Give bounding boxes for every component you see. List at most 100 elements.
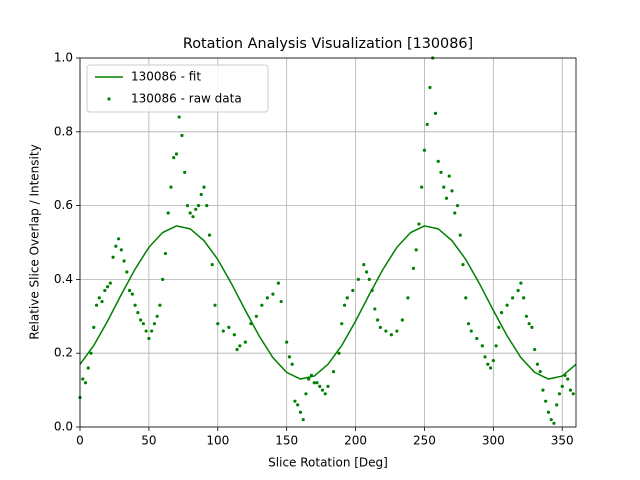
data-point [544, 399, 548, 403]
data-point [351, 288, 355, 293]
data-point [406, 296, 410, 300]
data-point [312, 381, 316, 385]
data-point [114, 244, 118, 248]
legend-box [86, 64, 269, 113]
data-point [185, 204, 190, 208]
data-point [235, 347, 239, 352]
data-point [177, 115, 181, 119]
data-point [555, 403, 559, 407]
data-point [549, 418, 553, 422]
data-point [150, 329, 154, 333]
data-point [524, 314, 529, 318]
data-point [238, 344, 242, 348]
data-point [298, 410, 303, 414]
data-point [97, 296, 101, 300]
data-point [287, 355, 292, 359]
data-point [516, 288, 520, 293]
data-point [364, 270, 369, 274]
x-tick-label: 50 [141, 434, 156, 448]
data-point [227, 325, 231, 329]
data-point [265, 296, 269, 300]
data-point [89, 351, 93, 355]
data-point [362, 263, 366, 267]
data-point [169, 185, 173, 189]
x-tick-label: 0 [76, 434, 84, 448]
data-point [141, 322, 145, 326]
data-point [243, 340, 247, 344]
data-point [174, 152, 179, 156]
data-point [527, 322, 531, 326]
data-point [455, 204, 460, 208]
data-point [486, 362, 490, 366]
data-point [400, 318, 404, 322]
data-point [447, 174, 451, 178]
data-point [125, 270, 129, 274]
data-point [356, 277, 360, 281]
x-tick-label: 300 [482, 434, 505, 448]
data-point [571, 392, 575, 396]
data-point [307, 377, 311, 381]
data-point [155, 314, 159, 318]
data-point [105, 285, 110, 289]
data-point [367, 277, 371, 281]
x-tick-label: 150 [275, 434, 298, 448]
y-tick-label: 0.2 [54, 346, 73, 360]
data-point [136, 311, 140, 315]
data-point [128, 288, 132, 293]
data-point [480, 344, 484, 348]
data-point [221, 329, 225, 333]
data-point [444, 196, 449, 200]
data-point [147, 336, 151, 341]
data-point [86, 366, 90, 370]
data-point [296, 403, 300, 407]
data-point [232, 333, 236, 337]
data-point [533, 347, 537, 352]
data-point [166, 211, 170, 215]
data-point [163, 251, 168, 256]
data-point [290, 362, 294, 366]
data-point [458, 233, 462, 237]
data-point [376, 318, 380, 322]
data-point [183, 170, 187, 174]
data-point [191, 215, 195, 219]
x-tick-label: 250 [413, 434, 436, 448]
data-point [172, 156, 176, 160]
data-point [213, 303, 217, 307]
data-point [161, 277, 165, 281]
legend-swatch [107, 97, 111, 101]
data-point [439, 170, 443, 174]
data-point [469, 329, 473, 333]
data-point [342, 303, 347, 307]
data-point [158, 303, 162, 307]
data-point [337, 351, 341, 355]
data-point [345, 296, 349, 300]
data-point [483, 355, 487, 359]
data-point [436, 159, 440, 163]
data-point [133, 303, 137, 307]
data-point [199, 192, 203, 197]
data-point [116, 237, 121, 241]
data-point [249, 322, 253, 326]
data-point [557, 392, 562, 396]
data-point [103, 288, 107, 293]
data-point [279, 299, 283, 304]
data-point [422, 148, 427, 152]
data-point [378, 325, 382, 329]
data-point [260, 303, 264, 307]
y-tick-label: 0.6 [54, 198, 73, 212]
data-point [464, 296, 468, 300]
data-point [202, 185, 206, 189]
data-point [546, 410, 551, 414]
data-point [395, 329, 399, 333]
data-point [271, 292, 275, 296]
data-point [535, 362, 540, 366]
plot-frame [79, 57, 577, 428]
y-tick-label: 1.0 [54, 51, 73, 65]
data-point [538, 370, 542, 374]
data-point [139, 318, 143, 322]
data-point [563, 373, 567, 377]
data-point [276, 281, 280, 285]
data-point [188, 211, 192, 215]
data-point [94, 303, 99, 307]
